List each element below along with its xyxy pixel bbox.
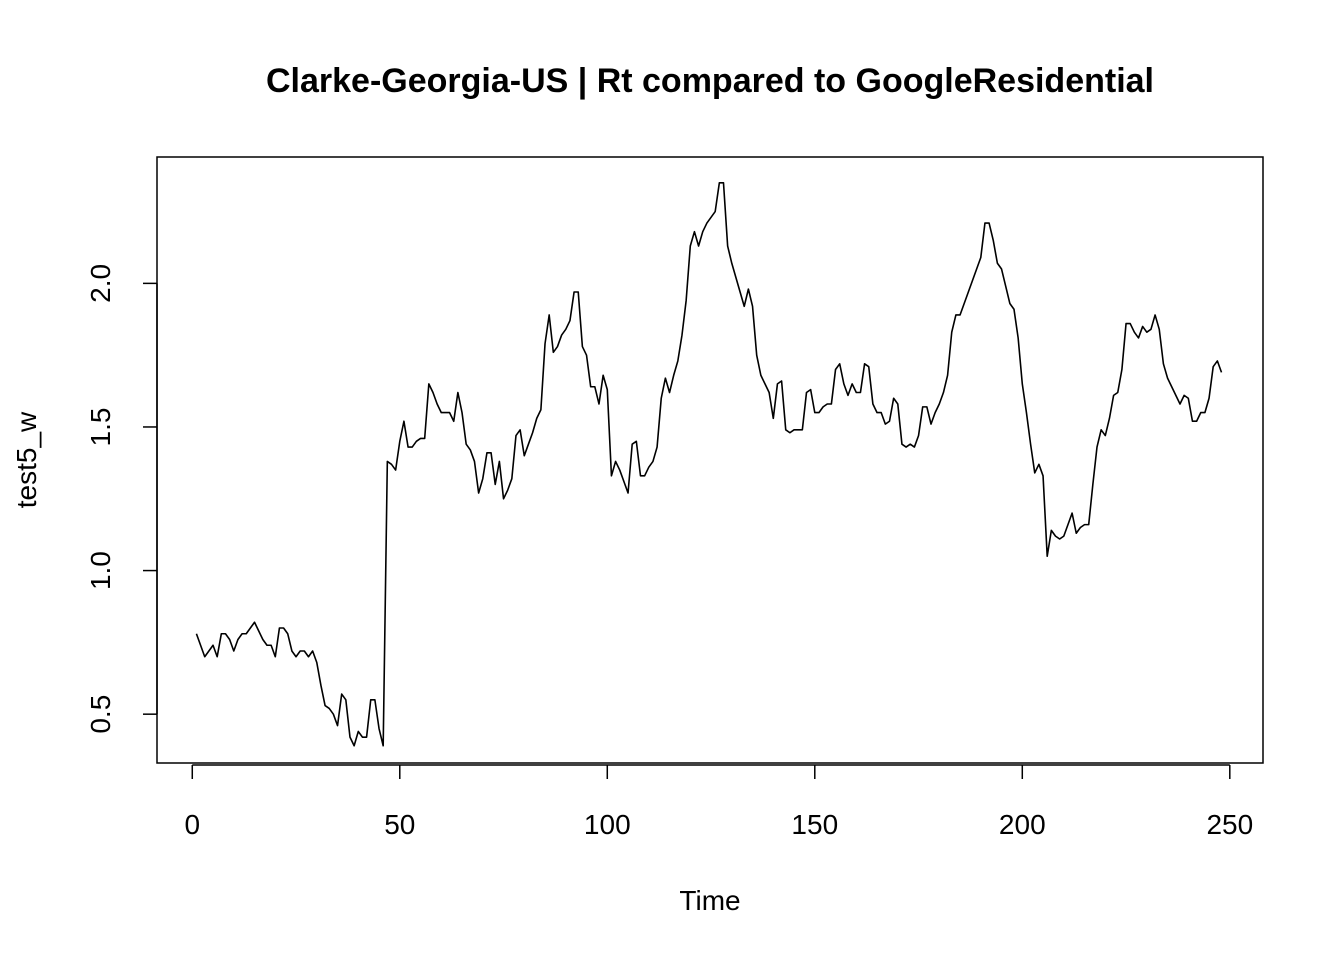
y-tick-label: 1.0: [85, 551, 116, 590]
chart-title: Clarke-Georgia-US | Rt compared to Googl…: [266, 62, 1154, 100]
x-tick-label: 150: [791, 809, 838, 840]
y-tick-label: 1.5: [85, 408, 116, 447]
series-line: [195, 182, 1223, 747]
y-axis: 0.5 1.0 1.5 2.0: [85, 264, 158, 734]
x-axis-label: Time: [679, 885, 740, 916]
plot-frame: [156, 156, 1264, 764]
x-tick-label: 200: [999, 809, 1046, 840]
x-tick-label: 50: [384, 809, 415, 840]
x-axis: 0 50 100 150 200 250: [184, 764, 1253, 840]
y-tick-label: 2.0: [85, 264, 116, 303]
x-tick-label: 250: [1206, 809, 1253, 840]
x-tick-label: 0: [184, 809, 200, 840]
y-tick-label: 0.5: [85, 695, 116, 734]
x-tick-label: 100: [584, 809, 631, 840]
y-axis-label: test5_w: [11, 411, 42, 508]
